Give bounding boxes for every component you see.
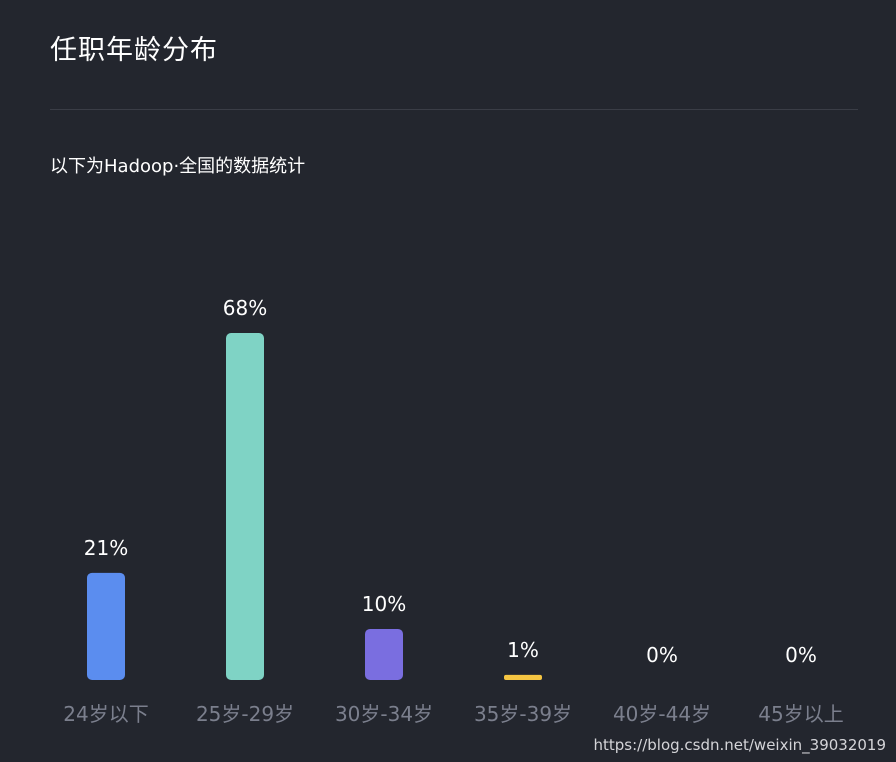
bar-2	[365, 628, 403, 680]
value-label-5: 0%	[785, 643, 817, 667]
value-label-3: 1%	[507, 638, 539, 662]
page-title: 任职年龄分布	[50, 35, 218, 66]
value-label-4: 0%	[646, 643, 678, 667]
category-label-0: 24岁以下	[63, 702, 148, 726]
value-label-1: 68%	[223, 296, 267, 320]
watermark: https://blog.csdn.net/weixin_39032019	[593, 736, 886, 754]
value-label-2: 10%	[362, 592, 406, 616]
category-label-3: 35岁-39岁	[474, 702, 572, 726]
category-label-4: 40岁-44岁	[613, 702, 711, 726]
bar-0	[87, 572, 125, 680]
bar-1	[226, 333, 264, 680]
chart-subtitle: 以下为Hadoop·全国的数据统计	[50, 156, 306, 177]
category-label-5: 45岁以上	[758, 702, 843, 726]
bar-3	[504, 674, 542, 680]
category-label-1: 25岁-29岁	[196, 702, 294, 726]
divider	[50, 109, 858, 110]
category-label-2: 30岁-34岁	[335, 702, 433, 726]
value-label-0: 21%	[84, 536, 128, 560]
